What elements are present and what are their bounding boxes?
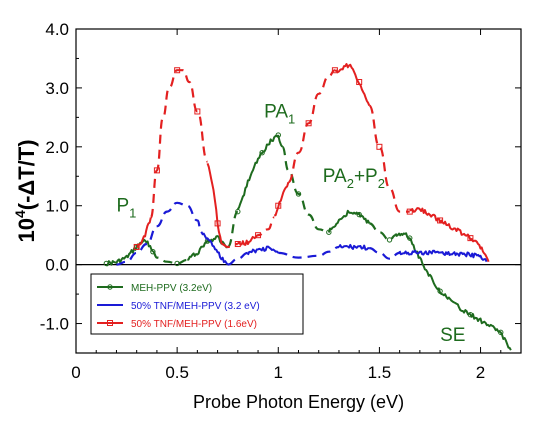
series-tnf-3-2ev-data-segment xyxy=(246,245,280,256)
y-axis-title-rest: (-ΔT/T) xyxy=(14,139,39,210)
data-point xyxy=(356,211,362,218)
series-meh-ppv-data-segment xyxy=(394,232,512,351)
data-point xyxy=(498,329,504,336)
series-tnf-3-2ev-dashed-segment xyxy=(278,245,340,259)
data-point xyxy=(407,235,413,241)
y-tick-label: -1.0 xyxy=(40,315,69,334)
x-tick-label: 1.5 xyxy=(368,363,392,382)
data-point xyxy=(214,220,221,227)
x-tick-label: 0.5 xyxy=(165,363,189,382)
y-tick-label: 0.0 xyxy=(45,256,69,275)
y-axis-title: 104(-ΔT/T) xyxy=(12,139,39,242)
data-point xyxy=(259,150,265,156)
data-point xyxy=(275,202,282,209)
data-point xyxy=(326,229,332,235)
series-tnf-3-2ev-dashed-segment xyxy=(116,201,203,266)
series-layer xyxy=(103,63,512,351)
legend: MEH-PPV (3.2eV) 50% TNF/MEH-PPV (3.2 eV) 5… xyxy=(90,273,304,335)
series-tnf-1-6ev-dashed-segment xyxy=(287,69,336,184)
series-tnf-1-6ev-data-segment xyxy=(274,181,290,217)
data-point xyxy=(376,143,383,150)
data-point xyxy=(194,108,201,115)
annotation-text: P xyxy=(116,196,129,217)
y-tick-label: 1.0 xyxy=(45,197,69,216)
x-axis-title: Probe Photon Energy (eV) xyxy=(193,392,404,412)
annotation-2: PA1 xyxy=(264,101,295,126)
annotation-text: SE xyxy=(440,325,465,346)
y-axis-title-exponent: 4 xyxy=(12,210,28,218)
series-meh-ppv-data-segment xyxy=(327,209,371,233)
data-point xyxy=(255,232,262,239)
legend-entry-1: MEH-PPV (3.2eV) xyxy=(131,283,212,294)
y-tick-label: 3.0 xyxy=(45,79,69,98)
legend-marker xyxy=(107,284,113,290)
annotation-subscript: 1 xyxy=(288,111,295,126)
data-point xyxy=(386,237,393,243)
legend-entry-3: 50% TNF/MEH-PPV (1.6eV) xyxy=(131,319,257,330)
series-meh-ppv-dashed-segment xyxy=(152,250,188,265)
x-tick-label: 1 xyxy=(274,363,283,382)
legend-entry-2: 50% TNF/MEH-PPV (3.2 eV) xyxy=(131,301,260,312)
x-tick-label: 0 xyxy=(71,363,80,382)
series-tnf-3-2ev-dashed-segment xyxy=(369,247,400,260)
series-tnf-3-2ev-data-segment xyxy=(398,249,488,263)
series-tnf-3-2ev xyxy=(116,201,488,266)
data-point xyxy=(356,79,363,86)
data-point xyxy=(103,260,110,267)
annotation-4: SE xyxy=(440,325,465,346)
data-point xyxy=(275,132,281,138)
legend-marker xyxy=(107,320,113,326)
x-tick-label: 2 xyxy=(476,363,485,382)
series-meh-ppv-dashed-segment xyxy=(369,222,396,241)
data-point xyxy=(235,208,241,215)
series-tnf-3-2ev-data-segment xyxy=(338,243,370,251)
data-point xyxy=(234,241,241,248)
data-point xyxy=(133,243,140,250)
annotation-text: PA xyxy=(264,101,288,122)
data-point xyxy=(305,120,312,127)
annotation-subscript: 2 xyxy=(347,176,354,191)
annotation-text: PA xyxy=(323,166,347,187)
data-point xyxy=(295,191,302,197)
series-tnf-1-6ev xyxy=(133,63,490,263)
annotation-subscript: 1 xyxy=(129,206,136,221)
data-point xyxy=(174,260,180,267)
ticks-layer: 0 0.5 1 1.5 2 -1.0 0.0 1.0 2.0 3.0 4.0 xyxy=(40,20,521,382)
series-tnf-1-6ev-dashed-segment xyxy=(221,242,238,249)
y-axis-title-base: 10 xyxy=(14,218,39,242)
data-point xyxy=(467,235,474,242)
data-point xyxy=(437,288,443,294)
data-point xyxy=(331,67,338,74)
annotation-text: +P xyxy=(354,166,378,187)
annotation-subscript: 2 xyxy=(378,176,385,191)
series-tnf-3-2ev-data-segment xyxy=(200,231,229,266)
series-tnf-1-6ev-data-segment xyxy=(206,163,223,245)
series-tnf-1-6ev-data-segment xyxy=(334,63,371,106)
series-tnf-1-6ev-dashed-segment xyxy=(368,104,410,213)
data-point xyxy=(437,217,444,224)
series-meh-ppv-data-segment xyxy=(106,238,154,267)
legend-box xyxy=(90,273,304,335)
series-meh-ppv-dashed-segment xyxy=(281,145,329,234)
annotation-3: PA2+P2 xyxy=(323,166,385,191)
data-point xyxy=(406,208,413,215)
y-tick-label: 2.0 xyxy=(45,138,69,157)
annotation-1: P1 xyxy=(116,196,136,221)
series-tnf-3-2ev-dashed-segment xyxy=(227,251,249,266)
series-tnf-1-6ev-dashed-segment xyxy=(149,69,209,219)
series-tnf-1-6ev-dashed-segment xyxy=(253,216,275,240)
y-tick-label: 4.0 xyxy=(45,20,69,39)
data-point xyxy=(467,312,474,318)
data-point xyxy=(150,248,156,255)
data-point xyxy=(153,167,160,174)
data-point xyxy=(174,67,181,74)
series-tnf-1-6ev-data-segment xyxy=(409,207,490,263)
series-meh-ppv-data-segment xyxy=(236,134,284,210)
